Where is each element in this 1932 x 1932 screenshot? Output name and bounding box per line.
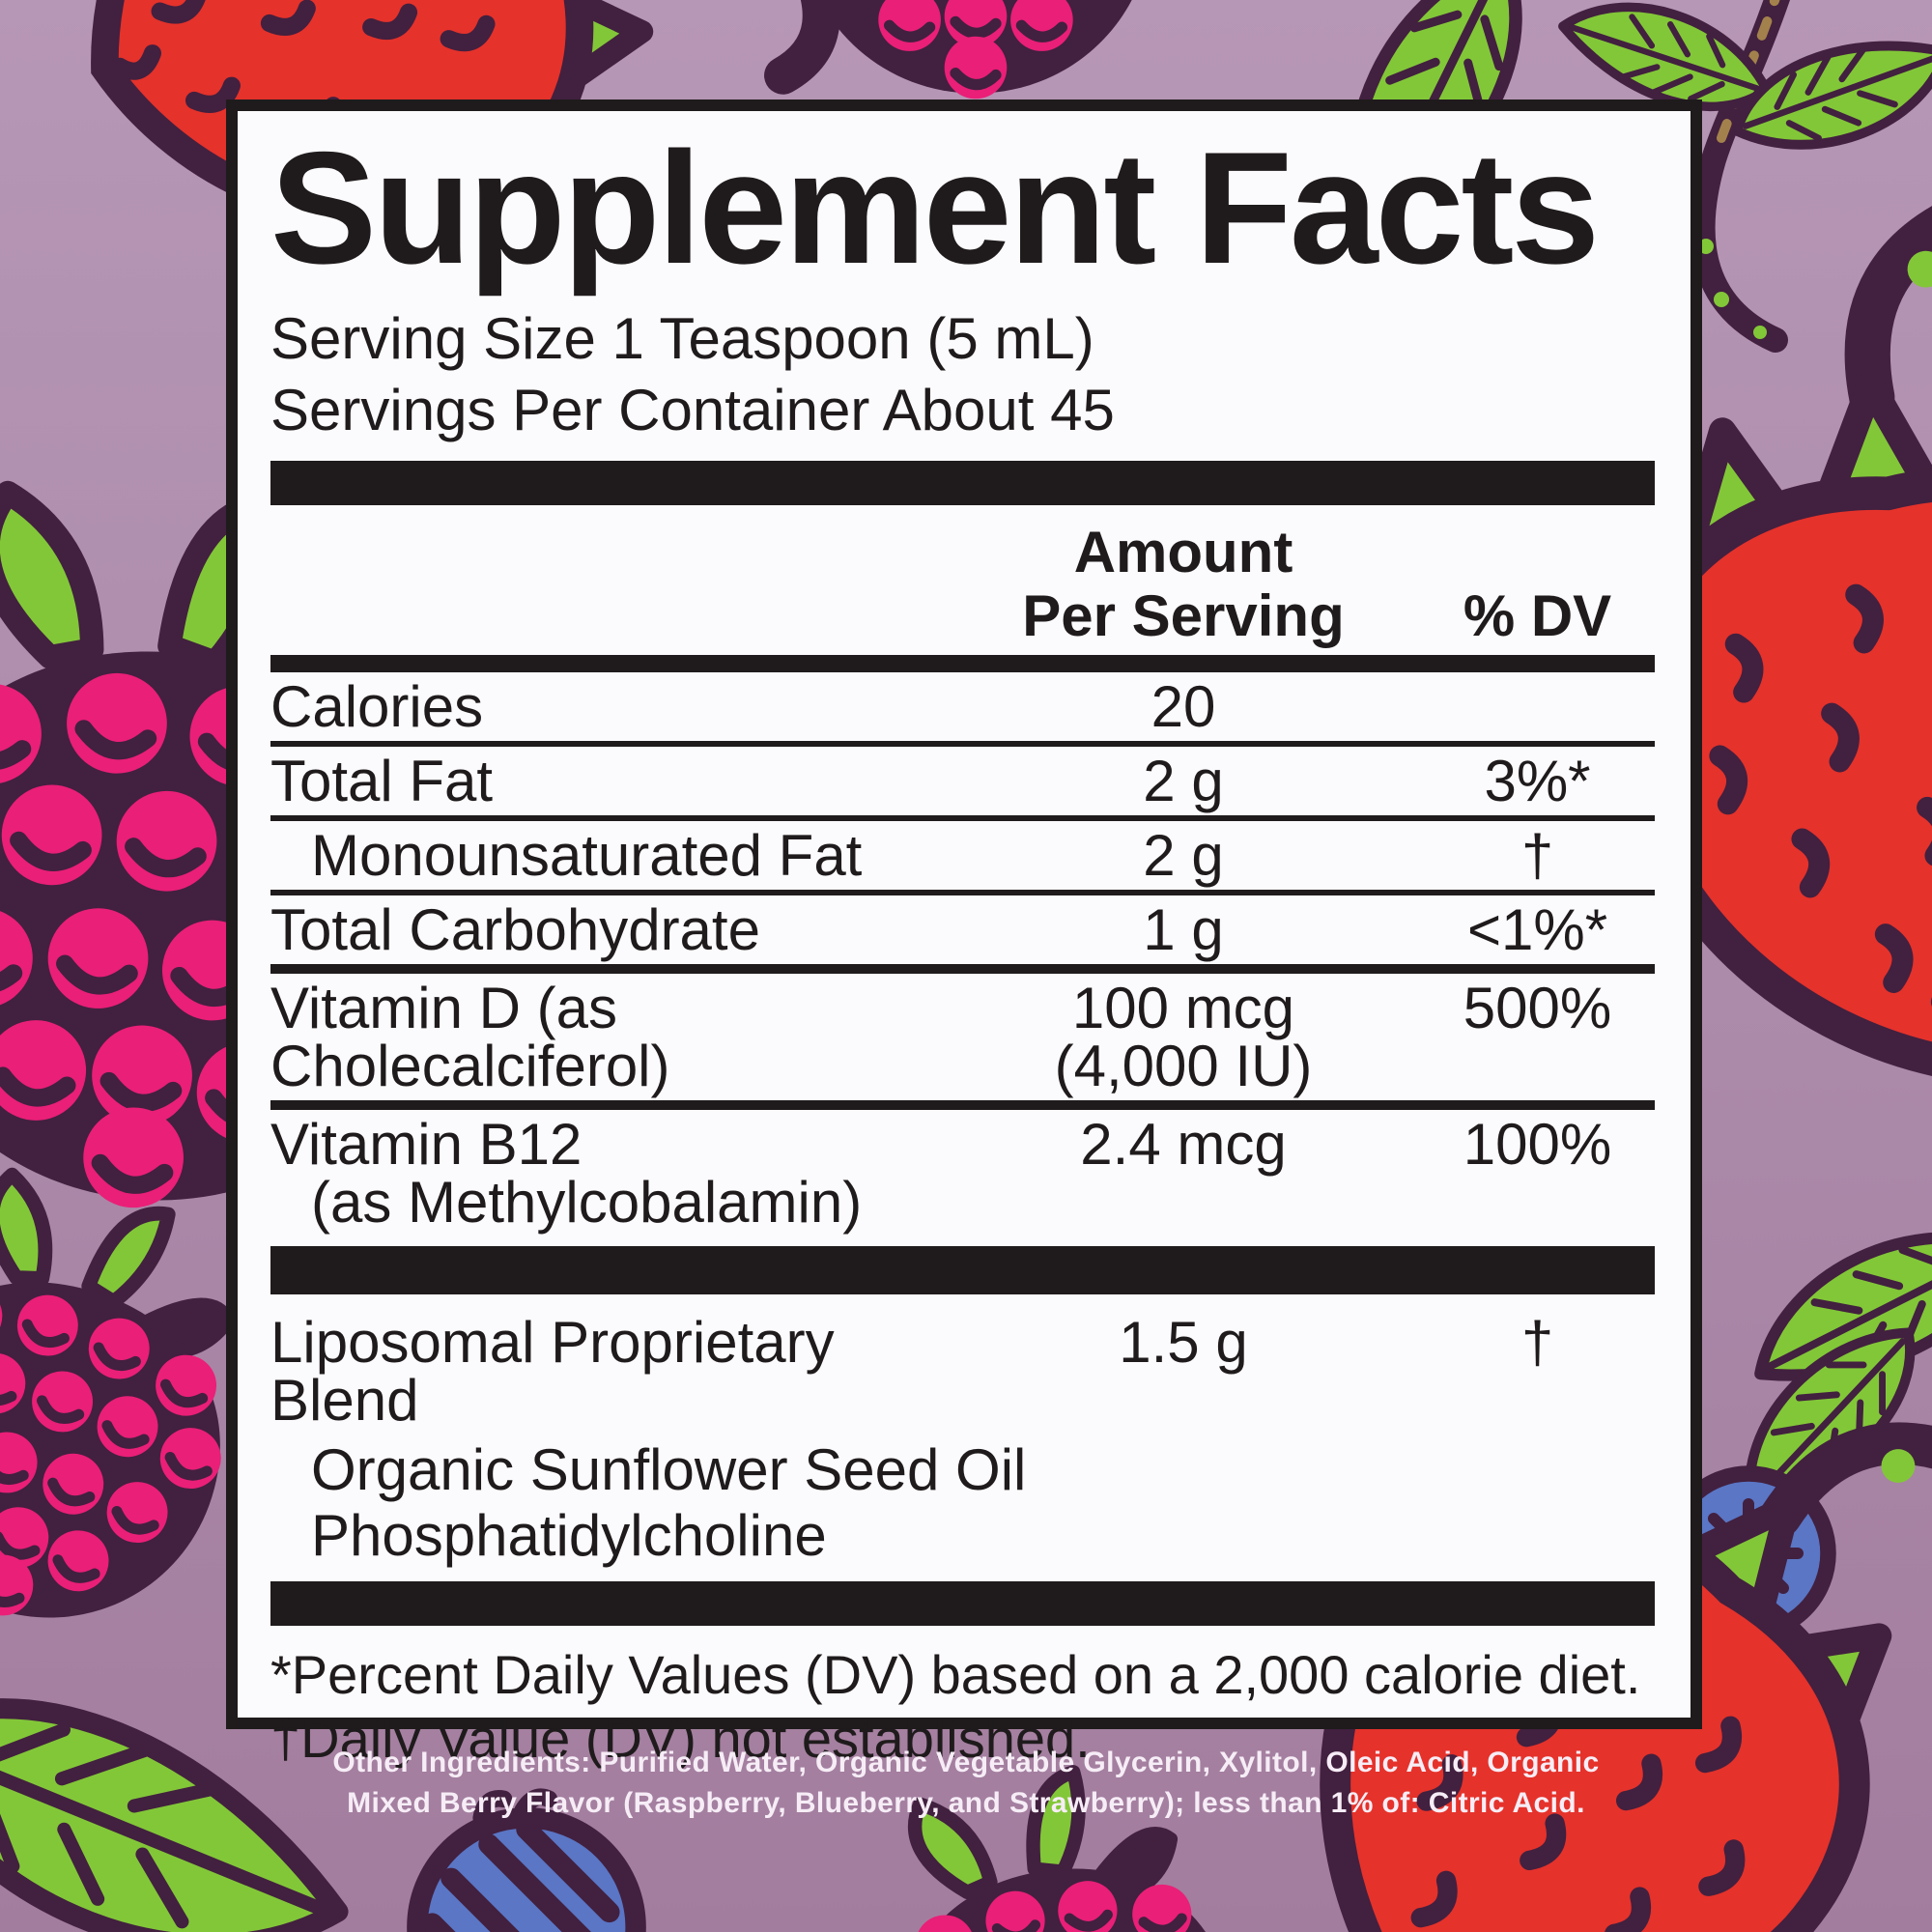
serving-size-text: Serving Size 1 Teaspoon (5 mL) <box>270 306 1094 371</box>
row-dv: † <box>1520 1310 1554 1375</box>
row-amount: 2 g <box>1143 749 1224 813</box>
column-header-amount-line2: Per Serving <box>1022 583 1345 648</box>
row-name: Liposomal Proprietary Blend <box>270 1310 835 1433</box>
row-amount: 100 mcg (4,000 IU) <box>947 980 1420 1095</box>
row-amount: 20 <box>1151 674 1216 739</box>
footnote-dv-not-established: †Daily Value (DV) not established. <box>270 1708 1091 1769</box>
row-amount: 2.4 mcg <box>1080 1112 1287 1177</box>
row-name: Calories <box>270 674 484 739</box>
blend-ingredient: Organic Sunflower Seed Oil <box>311 1437 1027 1502</box>
footnotes: *Percent Daily Values (DV) based on a 2,… <box>270 1643 1655 1771</box>
column-header-amount: Amount Per Serving <box>947 521 1420 648</box>
other-ingredients-line1: Other Ingredients: Purified Water, Organ… <box>332 1747 1600 1778</box>
table-row-total-carbohydrate: Total Carbohydrate 1 g <1%* <box>270 895 1655 974</box>
blend-ingredient: Phosphatidylcholine <box>311 1503 827 1568</box>
table-row-liposomal-blend: Liposomal Proprietary Blend 1.5 g † <box>270 1294 1655 1435</box>
table-row-calories: Calories 20 <box>270 672 1655 747</box>
table-row-vitamin-d: Vitamin D (as Cholecalciferol) 100 mcg (… <box>270 974 1655 1110</box>
row-amount-line1: 100 mcg <box>1071 976 1295 1040</box>
divider-bar-header <box>270 655 1655 672</box>
table-header-row: Amount Per Serving % DV <box>270 505 1655 655</box>
row-name: Monounsaturated Fat <box>311 823 863 888</box>
row-name: Vitamin D (as Cholecalciferol) <box>270 976 670 1098</box>
page-title: Supplement Facts <box>270 119 1600 297</box>
row-amount: 2 g <box>1143 823 1224 888</box>
row-name: Vitamin B12 (as Methylcobalamin) <box>270 1116 947 1232</box>
footnote-percent-dv: *Percent Daily Values (DV) based on a 2,… <box>270 1644 1641 1705</box>
column-header-amount-line1: Amount <box>1073 520 1293 584</box>
row-name: Total Carbohydrate <box>270 897 760 962</box>
column-header-dv: % DV <box>1463 583 1612 648</box>
stem-with-leaves-icon <box>1551 0 1932 353</box>
other-ingredients-text: Other Ingredients: Purified Water, Organ… <box>145 1743 1787 1824</box>
row-amount: 1.5 g <box>1119 1310 1248 1375</box>
raspberry-icon <box>799 0 1151 99</box>
supplement-facts-panel: Supplement Facts Serving Size 1 Teaspoon… <box>226 99 1702 1769</box>
row-dv: 500% <box>1463 976 1612 1040</box>
row-dv: <1%* <box>1466 897 1608 962</box>
row-amount: 1 g <box>1143 897 1224 962</box>
row-dv: 100% <box>1463 1112 1612 1177</box>
servings-per-container-text: Servings Per Container About 45 <box>270 378 1115 442</box>
row-dv: † <box>1520 823 1554 888</box>
row-amount-line2: (4,000 IU) <box>1054 1034 1313 1098</box>
table-row-total-fat: Total Fat 2 g 3%* <box>270 747 1655 821</box>
row-name: Total Fat <box>270 749 494 813</box>
table-row-monounsaturated-fat: Monounsaturated Fat 2 g † <box>270 821 1655 895</box>
row-dv: 3%* <box>1484 749 1591 813</box>
divider-bar-blend <box>270 1246 1655 1294</box>
other-ingredients-line2: Mixed Berry Flavor (Raspberry, Blueberry… <box>347 1787 1585 1819</box>
row-name-line1: Vitamin B12 <box>270 1112 582 1177</box>
row-name-line2: (as Methylcobalamin) <box>311 1170 863 1235</box>
divider-bar-top <box>270 461 1655 505</box>
divider-bar-bottom <box>270 1581 1655 1626</box>
table-row-vitamin-b12: Vitamin B12 (as Methylcobalamin) 2.4 mcg… <box>270 1110 1655 1236</box>
